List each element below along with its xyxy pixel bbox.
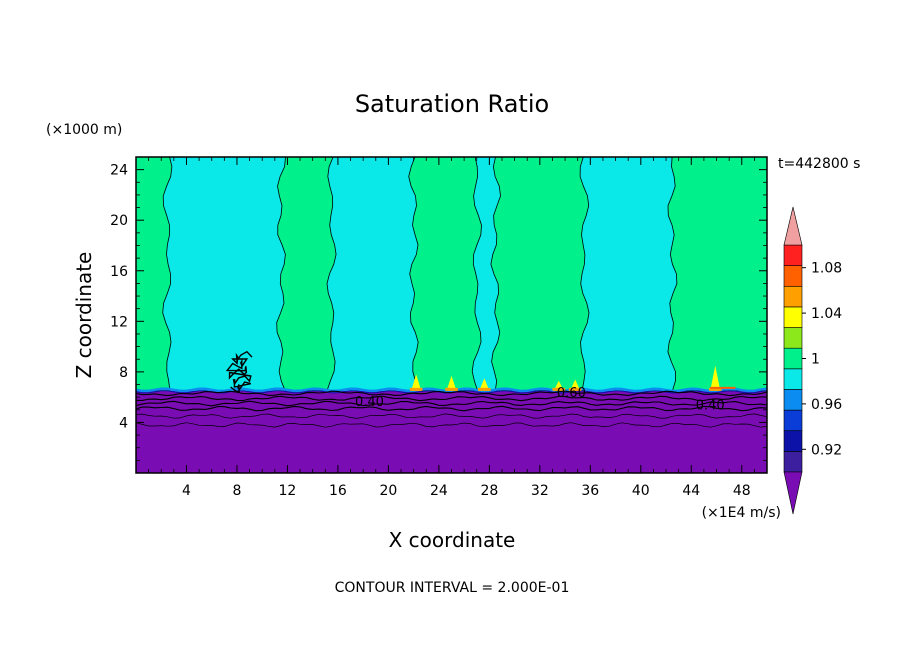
colorbar-tick-label: 1.08 bbox=[811, 261, 842, 277]
x-tick-label: 20 bbox=[379, 483, 397, 499]
supersaturated-bands bbox=[136, 157, 767, 392]
spike-base-orange bbox=[552, 387, 566, 391]
x-tick-label: 36 bbox=[581, 483, 599, 499]
contour-labels: 0.40 0.60 0.40 bbox=[355, 386, 725, 414]
contour-label: 0.40 bbox=[355, 395, 384, 410]
colorbar-under-arrow bbox=[783, 471, 803, 515]
x-tick-label: 8 bbox=[232, 483, 241, 499]
contour-interval-note: CONTOUR INTERVAL = 2.000E-01 bbox=[335, 580, 570, 596]
y-tick-label: 4 bbox=[119, 415, 128, 431]
x-axis-ticks: 4 8 12 16 20 24 28 32 36 40 44 48 bbox=[148, 157, 755, 499]
spike-yellow bbox=[411, 374, 422, 391]
spike-base-orange bbox=[708, 387, 722, 391]
contour-line bbox=[136, 400, 767, 407]
contour-label: 0.60 bbox=[557, 386, 586, 401]
y-unit-label: (×1000 m) bbox=[46, 122, 122, 138]
x-tick-label: 28 bbox=[480, 483, 498, 499]
contour-lines bbox=[136, 350, 767, 428]
supersaturated-band bbox=[667, 157, 767, 392]
contour-line bbox=[136, 413, 767, 419]
supersaturated-band bbox=[408, 157, 482, 392]
y-tick-label: 8 bbox=[119, 365, 128, 381]
x-tick-label: 16 bbox=[329, 483, 347, 499]
spike-base-orange bbox=[478, 387, 491, 391]
turbulent-contour bbox=[225, 350, 253, 393]
spike-yellow bbox=[446, 375, 457, 391]
supersaturated-band bbox=[276, 157, 337, 392]
x-tick-label: 44 bbox=[682, 483, 700, 499]
x-axis-label: X coordinate bbox=[389, 528, 516, 552]
spike-yellow bbox=[479, 378, 490, 391]
colorbar-segment bbox=[783, 347, 803, 370]
contour-line bbox=[136, 405, 767, 412]
y-tick-label: 20 bbox=[110, 213, 128, 229]
spike-base-orange bbox=[445, 387, 458, 391]
y-tick-label: 12 bbox=[110, 314, 128, 330]
y-axis-label: Z coordinate bbox=[72, 252, 96, 379]
contour-line bbox=[136, 422, 767, 428]
colorbar-segment bbox=[783, 285, 803, 308]
lower-dry-layer bbox=[136, 387, 767, 473]
colorbar-segment bbox=[783, 409, 803, 432]
colorbar-segment bbox=[783, 451, 803, 473]
x-unit-label: (×1E4 m/s) bbox=[702, 505, 781, 521]
colorbar-over-arrow bbox=[783, 206, 803, 246]
y-axis-ticks: 4 8 12 16 20 24 bbox=[110, 163, 767, 461]
colorbar-tick-label: 1.04 bbox=[811, 306, 842, 322]
x-tick-label: 48 bbox=[733, 483, 751, 499]
plot-area bbox=[136, 157, 767, 473]
chart-title: Saturation Ratio bbox=[355, 90, 549, 118]
colorbar-segment bbox=[783, 368, 803, 390]
y-tick-label: 24 bbox=[110, 163, 128, 179]
spike-red bbox=[710, 386, 736, 389]
supersaturated-band bbox=[490, 157, 590, 392]
colorbar-tick-label: 0.96 bbox=[811, 397, 842, 413]
time-label: t=442800 s bbox=[778, 156, 860, 172]
spike-yellow bbox=[710, 365, 721, 391]
x-tick-label: 12 bbox=[279, 483, 297, 499]
spike-base-orange bbox=[409, 387, 423, 391]
supersaturation-spikes bbox=[409, 365, 736, 391]
contour-line bbox=[136, 395, 767, 402]
colorbar: 0.92 0.96 1 1.04 1.08 bbox=[783, 206, 842, 515]
colorbar-segment bbox=[783, 430, 803, 452]
colorbar-tick-label: 0.92 bbox=[811, 442, 842, 458]
spike-base-orange bbox=[568, 387, 582, 391]
colorbar-tick-label: 1 bbox=[811, 352, 820, 368]
colorbar-segment bbox=[783, 327, 803, 349]
colorbar-segment bbox=[783, 244, 803, 266]
x-tick-label: 40 bbox=[632, 483, 650, 499]
x-tick-label: 4 bbox=[182, 483, 191, 499]
y-tick-label: 16 bbox=[110, 264, 128, 280]
colorbar-segment bbox=[783, 265, 803, 287]
colorbar-segment bbox=[783, 389, 803, 411]
colorbar-segment bbox=[783, 306, 803, 328]
x-tick-label: 24 bbox=[430, 483, 448, 499]
x-tick-label: 32 bbox=[531, 483, 549, 499]
contour-label: 0.40 bbox=[696, 399, 725, 414]
contour-line bbox=[136, 390, 767, 397]
